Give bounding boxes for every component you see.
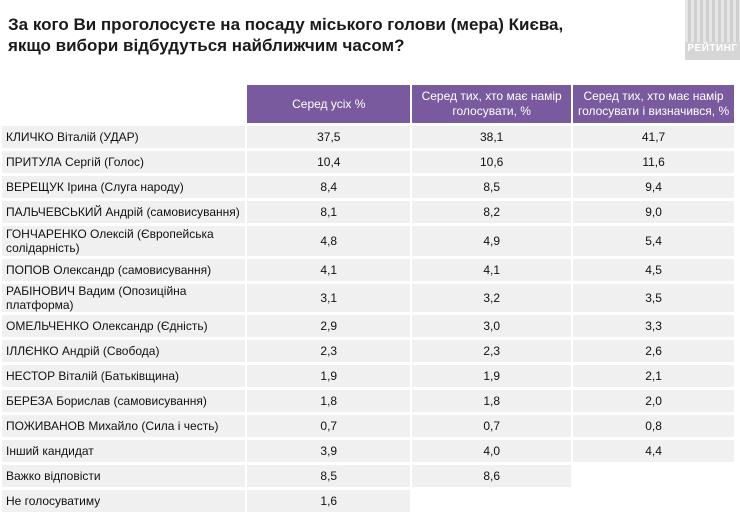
header-row: Серед усіх % Серед тих, хто має намір го… [2,85,734,123]
table-row: ПАЛЬЧЕВСЬКИЙ Андрій (самовисування) 8,1 8,… [2,201,734,223]
page-title: За кого Ви проголосуєте на посаду місько… [8,15,564,55]
table-row: ВЕРЕЩУК Ірина (Слуга народу) 8,4 8,5 9,4 [2,176,734,198]
percent-value: 4,1 [247,259,411,281]
candidate-name: Важко відповісти [2,465,246,487]
table-row: НЕСТОР Віталій (Батьківщина) 1,9 1,9 2,1 [2,365,734,387]
header-corner [2,85,245,123]
table-row: КЛИЧКО Віталій (УДАР) 37,5 38,1 41,7 [2,126,734,148]
percent-value: 2,6 [573,340,734,362]
column-header-all: Серед усіх % [247,85,411,123]
percent-value: 4,4 [573,440,734,462]
table-row: ІЛЛЄНКО Андрій (Свобода) 2,3 2,3 2,6 [2,340,734,362]
percent-value: 3,0 [412,315,572,337]
percent-value: 3,1 [247,284,411,312]
percent-value: 4,1 [412,259,572,281]
percent-value: 3,5 [573,284,734,312]
percent-value: 10,4 [247,151,411,173]
candidate-name: ІЛЛЄНКО Андрій (Свобода) [2,340,246,362]
percent-value: 8,6 [412,465,572,487]
percent-value: 37,5 [247,126,411,148]
table-row: Не голосуватиму 1,6 [2,490,734,512]
candidate-name: Інший кандидат [2,440,246,462]
percent-value: 9,4 [573,176,734,198]
percent-value: 1,9 [412,365,572,387]
column-header-decided: Серед тих, хто має намір голосувати і ви… [573,85,734,123]
percent-value: 2,3 [412,340,572,362]
percent-value: 38,1 [412,126,572,148]
percent-value: 4,5 [573,259,734,281]
percent-value: 2,9 [247,315,411,337]
percent-value: 2,0 [573,390,734,412]
table-row: Важко відповісти 8,5 8,6 [2,465,734,487]
percent-value: 1,8 [247,390,411,412]
logo-stripes [685,0,740,42]
percent-value: 0,7 [412,415,572,437]
percent-value: 5,4 [573,226,734,256]
candidate-name: ГОНЧАРЕНКО Олексій (Європейська солідарн… [2,226,246,256]
table-row: РАБІНОВИЧ Вадим (Опозиційна платформа) 3,… [2,284,734,312]
percent-value: 3,2 [412,284,572,312]
results-table: Серед усіх % Серед тих, хто має намір го… [0,82,736,515]
percent-value: 11,6 [573,151,734,173]
logo-text: РЕЙТИНГ [687,43,738,54]
candidate-name: КЛИЧКО Віталій (УДАР) [2,126,246,148]
percent-value: 1,8 [412,390,572,412]
column-header-intend: Серед тих, хто має намір голосувати, % [412,85,572,123]
percent-value: 41,7 [573,126,734,148]
percent-value: 4,9 [412,226,572,256]
rating-logo: РЕЙТИНГ [685,0,740,60]
percent-value: 2,1 [573,365,734,387]
percent-value: 8,5 [247,465,411,487]
percent-value: 1,6 [247,490,411,512]
percent-value: 8,4 [247,176,411,198]
percent-value: 3,3 [573,315,734,337]
candidate-name: НЕСТОР Віталій (Батьківщина) [2,365,246,387]
candidate-name: ПРИТУЛА Сергій (Голос) [2,151,246,173]
percent-value: 10,6 [412,151,572,173]
candidate-name: БЕРЕЗА Борислав (самовисування) [2,390,246,412]
candidate-name: Не голосуватиму [2,490,246,512]
candidate-name: ВЕРЕЩУК Ірина (Слуга народу) [2,176,246,198]
table-row: ГОНЧАРЕНКО Олексій (Європейська солідарн… [2,226,734,256]
empty-cell [573,465,734,487]
percent-value: 3,9 [247,440,411,462]
percent-value: 1,9 [247,365,411,387]
candidate-name: ПОЖИВАНОВ Михайло (Сила і честь) [2,415,246,437]
table-row: Інший кандидат 3,9 4,0 4,4 [2,440,734,462]
table-row: БЕРЕЗА Борислав (самовисування) 1,8 1,8 2,0 [2,390,734,412]
percent-value: 2,3 [247,340,411,362]
percent-value: 8,1 [247,201,411,223]
percent-value: 0,7 [247,415,411,437]
table-row: ПОПОВ Олександр (самовисування) 4,1 4,1 4,5 [2,259,734,281]
candidate-name: РАБІНОВИЧ Вадим (Опозиційна платформа) [2,284,246,312]
table-row: ПРИТУЛА Сергій (Голос) 10,4 10,6 11,6 [2,151,734,173]
percent-value: 8,2 [412,201,572,223]
percent-value: 9,0 [573,201,734,223]
percent-value: 8,5 [412,176,572,198]
table-row: ОМЕЛЬЧЕНКО Олександр (Єдність) 2,9 3,0 3,3 [2,315,734,337]
candidate-name: ОМЕЛЬЧЕНКО Олександр (Єдність) [2,315,246,337]
percent-value: 4,8 [247,226,411,256]
table-row: ПОЖИВАНОВ Михайло (Сила і честь) 0,7 0,7 0,… [2,415,734,437]
percent-value: 0,8 [573,415,734,437]
table-body: КЛИЧКО Віталій (УДАР) 37,5 38,1 41,7 ПРИТУЛА… [2,126,734,512]
candidate-name: ПАЛЬЧЕВСЬКИЙ Андрій (самовисування) [2,201,246,223]
candidate-name: ПОПОВ Олександр (самовисування) [2,259,246,281]
percent-value: 4,0 [412,440,572,462]
